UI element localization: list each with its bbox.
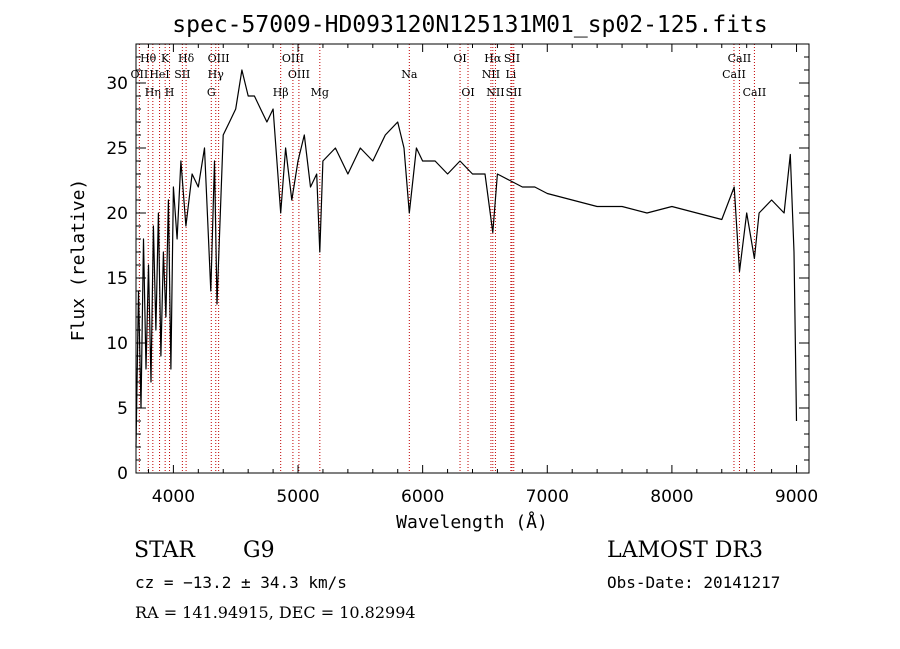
y-tick-label: 30: [106, 74, 128, 94]
line-label: Na: [401, 68, 418, 81]
ra-dec-coordinates: RA = 141.94915, DEC = 10.82994: [135, 603, 416, 622]
y-axis-label: Flux (relative): [68, 179, 89, 342]
survey-name: LAMOST DR3: [607, 538, 763, 563]
chart-title: spec-57009-HD093120N125131M01_sp02-125.f…: [172, 12, 767, 38]
line-label: OIII: [282, 52, 304, 65]
object-class: STAR: [134, 538, 195, 563]
line-label: Hδ: [178, 52, 195, 65]
line-label: G: [207, 86, 216, 99]
y-axis: 0 5 10 15 20 25 30: [106, 56, 809, 484]
y-tick-label: 0: [117, 464, 128, 484]
line-label: OII: [131, 68, 149, 81]
x-tick-label: 5000: [276, 487, 319, 507]
observation-date: Obs-Date: 20141217: [607, 573, 781, 592]
line-label: Mg: [311, 86, 329, 99]
object-subclass: G9: [243, 538, 275, 563]
line-label: Hβ: [273, 86, 289, 99]
spectrum-series: [135, 69, 798, 448]
spectrum-line: [135, 69, 798, 448]
x-tick-label: 8000: [650, 487, 693, 507]
line-label: HeI: [149, 68, 169, 81]
x-axis: 4000 5000 6000 7000 8000 9000: [147, 44, 818, 507]
y-tick-label: 25: [106, 139, 128, 159]
line-label: Hα: [484, 52, 502, 65]
line-label: Hγ: [208, 68, 225, 81]
line-label: SII: [174, 68, 190, 81]
plot-frame: [135, 43, 810, 474]
line-label: CaII: [743, 86, 767, 99]
line-label: K: [161, 52, 170, 65]
y-tick-label: 5: [117, 399, 128, 419]
redshift-velocity: cz = −13.2 ± 34.3 km/s: [135, 573, 347, 592]
line-label: Hη: [145, 86, 161, 99]
x-tick-label: 4000: [152, 487, 195, 507]
line-label: SII: [506, 86, 522, 99]
line-label: OI: [453, 52, 466, 65]
line-label: Hθ: [140, 52, 157, 65]
line-label: H: [165, 86, 175, 99]
line-label: OIII: [288, 68, 310, 81]
line-label: NII: [482, 68, 500, 81]
line-label: OIII: [208, 52, 230, 65]
line-label: CaII: [728, 52, 752, 65]
y-tick-label: 20: [106, 204, 128, 224]
y-tick-label: 15: [106, 269, 128, 289]
x-axis-label: Wavelength (Å): [396, 511, 548, 533]
x-tick-label: 6000: [401, 487, 444, 507]
line-label: OI: [461, 86, 474, 99]
line-label: SII: [504, 52, 520, 65]
line-label: Li: [505, 68, 516, 81]
x-tick-label: 9000: [775, 487, 818, 507]
y-tick-label: 10: [106, 334, 128, 354]
x-tick-label: 7000: [526, 487, 569, 507]
line-label: CaII: [722, 68, 746, 81]
line-label: NII: [486, 86, 504, 99]
